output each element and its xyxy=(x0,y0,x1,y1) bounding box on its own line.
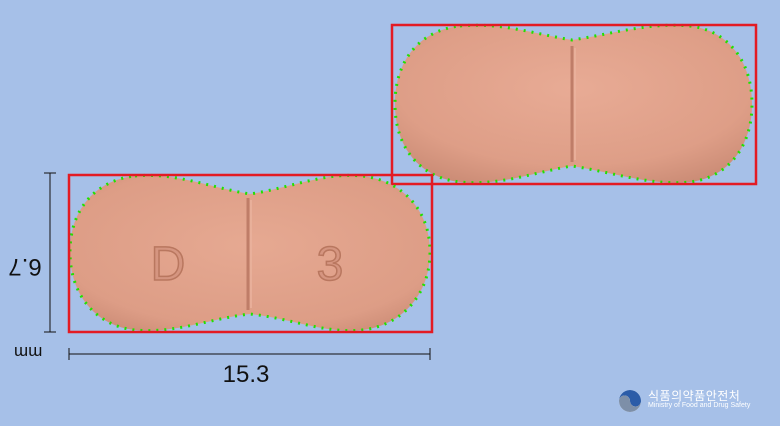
pill-front-body xyxy=(68,173,432,333)
height-dimension xyxy=(44,172,56,333)
pill-back-detection-box xyxy=(390,23,758,186)
pill-back xyxy=(390,23,758,186)
mfds-emblem-icon xyxy=(619,390,641,412)
width-value: 15.3 xyxy=(222,361,270,388)
logo-name-en: Ministry of Food and Drug Safety xyxy=(648,402,751,409)
unit-label: mm xyxy=(14,343,43,362)
logo-name-ko: 식품의약품안전처 xyxy=(648,389,741,403)
mfds-logo: 식품의약품안전처 Ministry of Food and Drug Safet… xyxy=(618,386,778,416)
height-value: 6.7 xyxy=(8,253,42,280)
pill-front: D 3 xyxy=(67,173,434,334)
pill-front-detection-box xyxy=(67,173,434,334)
imprint-right: 3 xyxy=(317,238,344,291)
width-dimension xyxy=(68,348,431,360)
imprint-left: D xyxy=(151,238,186,291)
